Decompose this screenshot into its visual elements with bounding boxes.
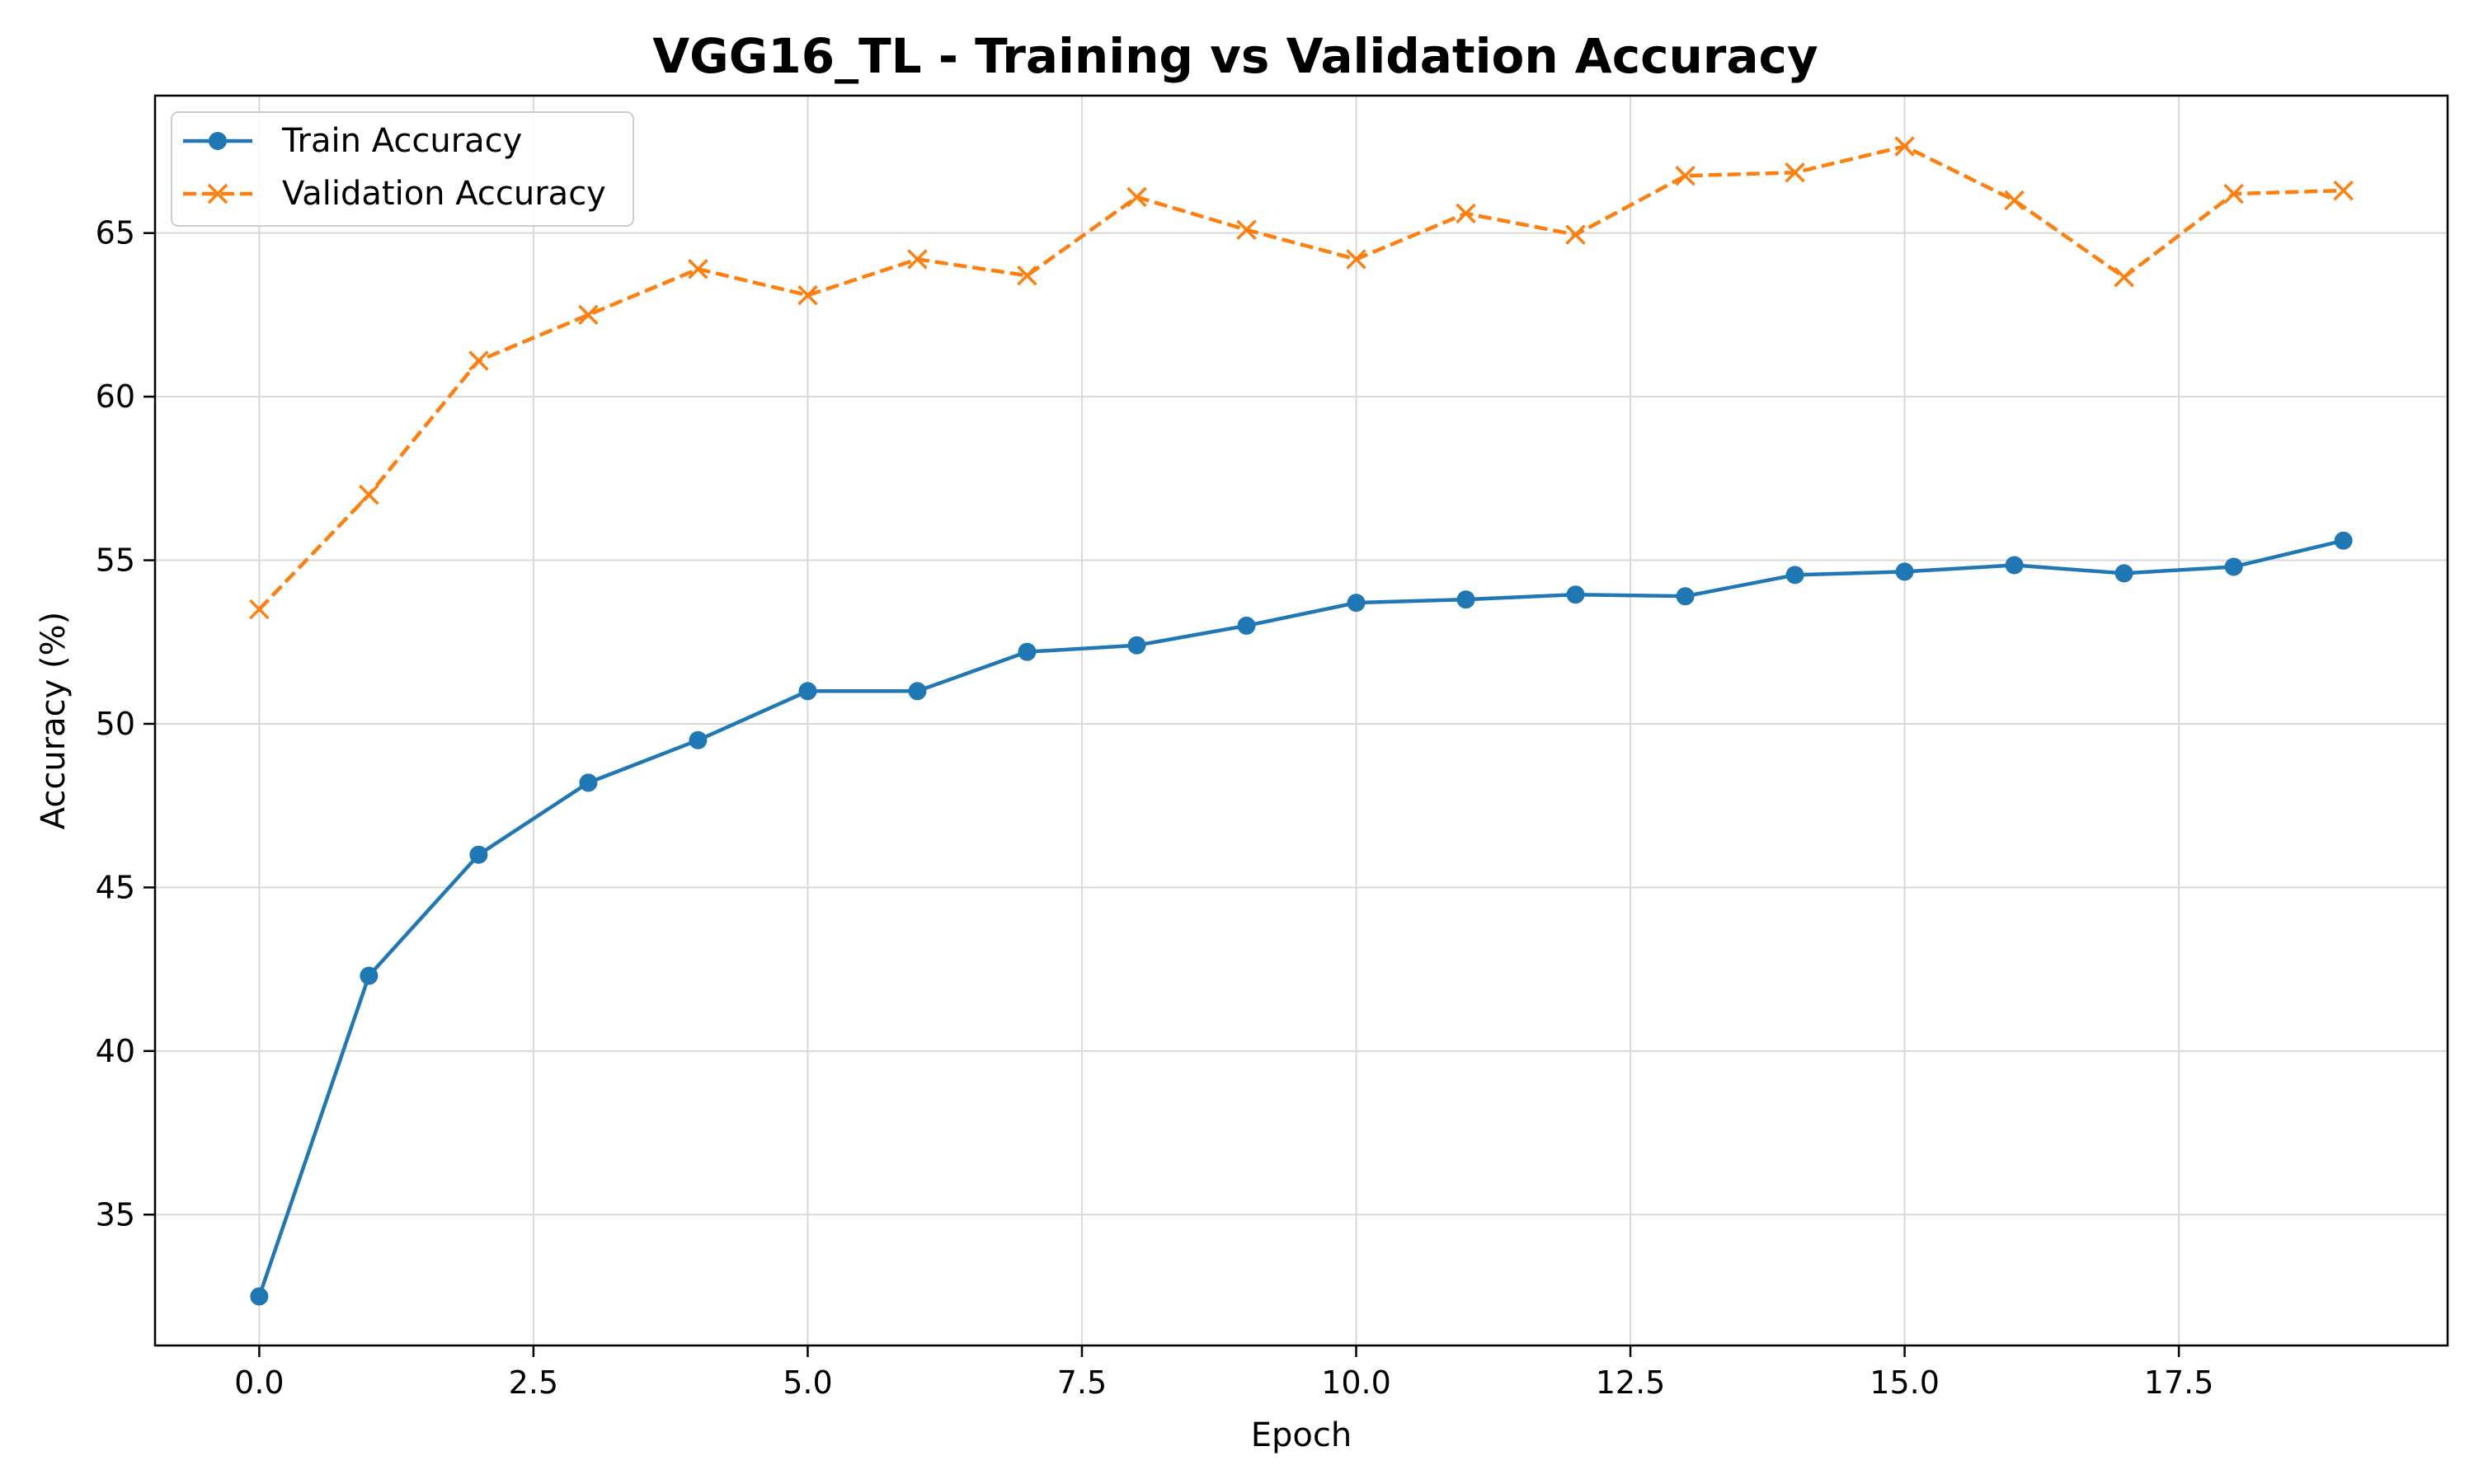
- data-point-train: [2334, 531, 2353, 550]
- data-point-validation: [1346, 249, 1366, 270]
- y-tick-label: 65: [96, 215, 135, 251]
- data-point-train: [579, 773, 598, 792]
- data-point-train: [1456, 590, 1475, 609]
- y-tick-label: 60: [96, 378, 135, 415]
- data-point-train: [1895, 562, 1914, 581]
- legend-label-train: Train Accuracy: [281, 122, 522, 160]
- data-point-train: [360, 966, 379, 985]
- data-point-train: [2005, 556, 2024, 575]
- data-point-validation: [1894, 136, 1915, 157]
- y-axis-label: Accuracy (%): [35, 612, 73, 830]
- data-point-validation: [907, 249, 928, 270]
- data-point-train: [1785, 566, 1804, 585]
- data-point-validation: [1017, 265, 1037, 286]
- data-point-train: [2224, 557, 2243, 576]
- data-point-validation: [468, 350, 489, 371]
- legend-label-validation: Validation Accuracy: [282, 175, 606, 213]
- x-axis-label: Epoch: [1251, 1416, 1352, 1454]
- data-point-validation: [1565, 224, 1586, 245]
- data-point-validation: [249, 599, 270, 620]
- data-point-train: [798, 682, 817, 701]
- data-point-validation: [2223, 183, 2244, 204]
- data-point-train: [1566, 585, 1585, 604]
- data-point-validation: [1236, 219, 1257, 240]
- data-point-validation: [2333, 180, 2354, 201]
- data-point-validation: [688, 259, 708, 279]
- data-point-validation: [1126, 186, 1147, 208]
- x-tick-label: 2.5: [509, 1364, 558, 1401]
- x-tick-label: 17.5: [2144, 1364, 2214, 1401]
- legend-marker-train: [209, 132, 227, 150]
- data-point-train: [469, 845, 488, 864]
- data-point-train: [1018, 642, 1037, 661]
- data-point-train: [250, 1287, 269, 1306]
- data-point-train: [1127, 636, 1146, 655]
- legend-box: [171, 111, 634, 227]
- x-tick-label: 10.0: [1321, 1364, 1391, 1401]
- y-tick-label: 35: [96, 1196, 135, 1233]
- x-tick-label: 15.0: [1870, 1364, 1940, 1401]
- y-tick-label: 50: [96, 706, 135, 742]
- data-point-train: [2114, 564, 2133, 583]
- data-point-validation: [797, 284, 818, 306]
- y-tick-label: 45: [96, 869, 135, 905]
- data-point-train: [689, 730, 708, 749]
- data-point-train: [1237, 616, 1256, 635]
- legend-marker-validation: [207, 183, 228, 204]
- legend: Train Accuracy Validation Accuracy: [171, 111, 634, 227]
- x-tick-label: 7.5: [1057, 1364, 1107, 1401]
- chart-title: VGG16_TL - Training vs Validation Accura…: [652, 28, 1818, 84]
- axes: 0.0 2.5 5.0 7.5 10.0 12.5 15.0 17.5 35 40 45 50 55 60…: [96, 94, 2449, 1401]
- plot-data: [249, 136, 2354, 1306]
- data-point-validation: [1456, 203, 1476, 224]
- data-point-train: [1676, 587, 1695, 606]
- x-tick-label: 0.0: [234, 1364, 284, 1401]
- y-tick-label: 40: [96, 1033, 135, 1069]
- data-point-validation: [1785, 162, 1805, 183]
- data-point-train: [908, 682, 927, 701]
- data-point-validation: [1675, 165, 1696, 186]
- series-line-train: [257, 538, 2345, 1298]
- y-tick-label: 55: [96, 542, 135, 579]
- data-point-validation: [359, 484, 379, 505]
- series-line-validation: [257, 144, 2344, 611]
- data-point-validation: [578, 304, 599, 326]
- plot-area-frame: [153, 94, 2449, 1347]
- data-point-validation: [2004, 190, 2025, 211]
- x-tick-label: 12.5: [1596, 1364, 1666, 1401]
- grid-lines: [155, 96, 2448, 1345]
- data-point-train: [1347, 594, 1366, 613]
- x-tick-label: 5.0: [783, 1364, 832, 1401]
- data-point-validation: [2114, 267, 2134, 288]
